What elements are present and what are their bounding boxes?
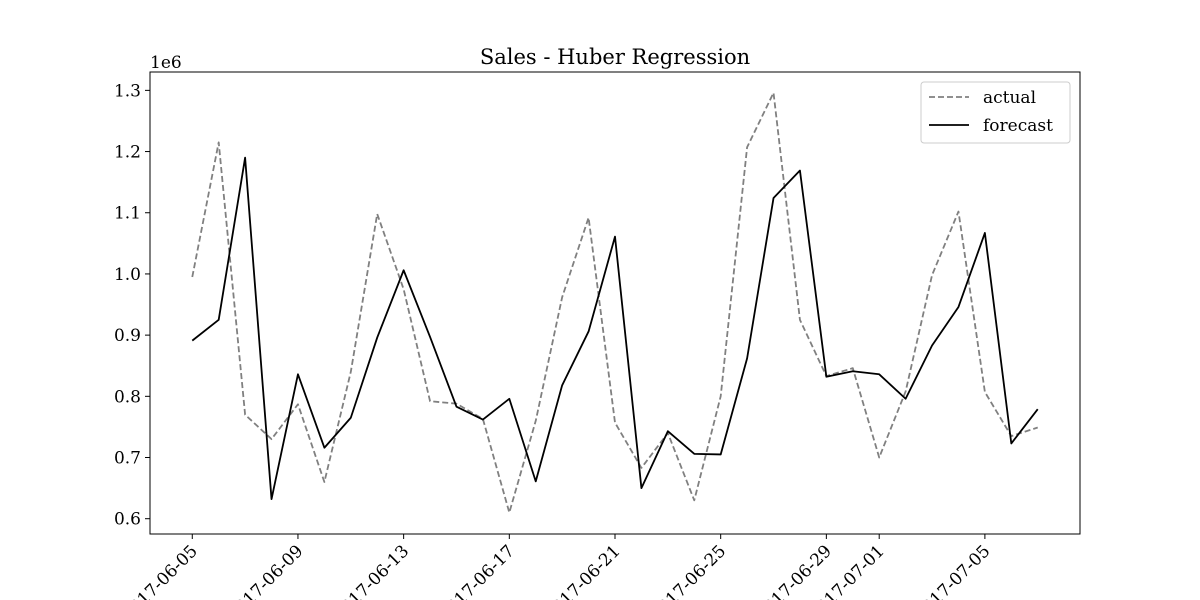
y-tick-label: 0.6	[114, 510, 141, 530]
y-offset-label: 1e6	[150, 53, 182, 73]
y-tick-label: 1.3	[114, 81, 141, 101]
y-tick-label: 0.8	[114, 387, 141, 407]
plot-area	[191, 91, 1039, 514]
y-tick-label: 1.0	[114, 265, 141, 285]
y-tick-label: 1.1	[114, 204, 141, 224]
chart-title: Sales - Huber Regression	[480, 45, 750, 69]
y-tick-label: 1.2	[114, 143, 141, 163]
series-line-forecast	[191, 156, 1039, 501]
x-tick-label: 2017-06-13	[330, 541, 413, 600]
x-tick-label: 2017-06-21	[541, 541, 624, 600]
y-axis: 0.6 0.7 0.8 0.9 1.0 1.1 1.2 1.3	[114, 81, 150, 530]
legend-label-forecast: forecast	[983, 116, 1053, 136]
x-tick-label: 2017-06-17	[435, 541, 518, 600]
x-axis: 2017-06-05 2017-06-09 2017-06-13 2017-06-17…	[118, 534, 994, 600]
series-line-actual	[191, 91, 1039, 514]
y-tick-label: 0.7	[114, 449, 141, 469]
x-tick-label: 2017-06-29	[752, 541, 835, 600]
x-tick-label: 2017-07-05	[911, 541, 994, 600]
x-tick-label: 2017-06-25	[647, 541, 730, 600]
legend: actual forecast	[920, 81, 1071, 144]
legend-label-actual: actual	[983, 88, 1036, 108]
x-tick-label: 2017-06-09	[224, 541, 307, 600]
x-tick-label: 2017-06-05	[118, 541, 201, 600]
y-tick-label: 0.9	[114, 326, 141, 346]
